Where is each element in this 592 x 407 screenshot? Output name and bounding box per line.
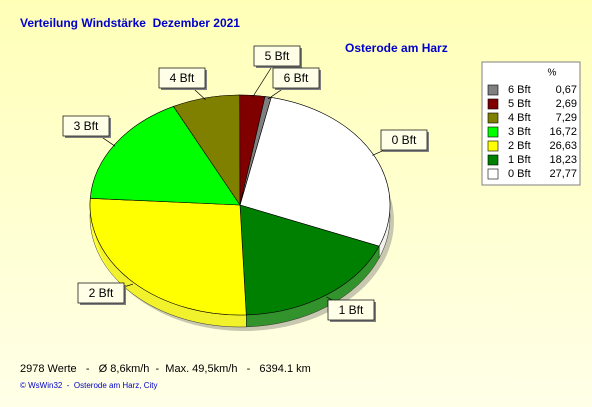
pie-slice xyxy=(89,106,241,206)
legend-label: 5 Bft xyxy=(508,98,531,110)
legend-box xyxy=(481,61,581,186)
footer: 2978 Werte - Ø 8,6km/h - Max. 49,5km/h -… xyxy=(20,363,311,375)
legend-swatch xyxy=(487,98,499,110)
legend-label: 0 Bft xyxy=(508,168,531,180)
label-box xyxy=(158,67,206,89)
slice-label: 1 Bft xyxy=(339,303,364,317)
legend-value: 0,67 xyxy=(556,84,577,96)
legend-swatch xyxy=(487,140,499,152)
label-box xyxy=(272,67,320,89)
legend-title: % xyxy=(548,68,557,79)
slice-label: 0 Bft xyxy=(392,133,417,147)
legend-swatch xyxy=(487,84,499,96)
slice-label: 3 Bft xyxy=(74,119,99,133)
pie-slice xyxy=(239,96,272,206)
label-box xyxy=(77,282,125,304)
legend-label: 2 Bft xyxy=(508,140,531,152)
pie-slice xyxy=(239,97,391,247)
slice-label: 4 Bft xyxy=(170,71,195,85)
legend-value: 7,29 xyxy=(556,112,577,124)
label-box xyxy=(62,115,110,137)
legend-value: 16,72 xyxy=(549,126,577,138)
legend-label: 1 Bft xyxy=(508,154,531,166)
legend-label: 3 Bft xyxy=(508,126,531,138)
legend-value: 2,69 xyxy=(556,98,577,110)
legend-label: 4 Bft xyxy=(508,112,531,124)
slice-label: 2 Bft xyxy=(89,286,114,300)
pie-slice xyxy=(89,198,247,316)
legend-value: 27,77 xyxy=(549,168,577,180)
label-box xyxy=(253,45,301,67)
legend-swatch xyxy=(487,126,499,138)
credit: © WsWin32 - Osterode am Harz, City xyxy=(20,381,157,390)
legend-value: 18,23 xyxy=(549,154,577,166)
pie-slice xyxy=(239,204,380,316)
legend-value: 26,63 xyxy=(549,140,577,152)
legend-label: 6 Bft xyxy=(508,84,531,96)
label-box xyxy=(380,129,428,151)
label-box xyxy=(327,299,375,321)
legend-swatch xyxy=(487,112,499,124)
slice-label: 5 Bft xyxy=(265,49,290,63)
legend-swatch xyxy=(487,168,499,180)
chart-title: Verteilung Windstärke Dezember 2021 xyxy=(20,16,240,30)
chart-subtitle: Osterode am Harz xyxy=(345,41,448,55)
slice-label: 6 Bft xyxy=(284,71,309,85)
legend-swatch xyxy=(487,154,499,166)
